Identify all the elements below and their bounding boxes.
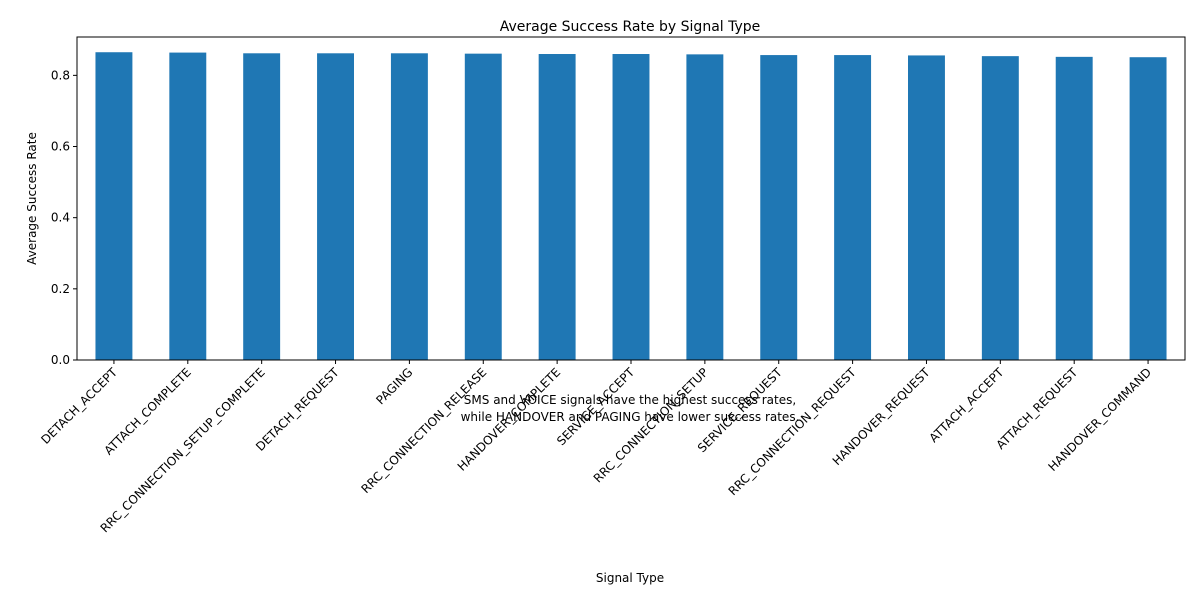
bar-service-accept: [612, 54, 650, 360]
x-tick-label: RRC_CONNECTION_SETUP_COMPLETE: [98, 365, 268, 535]
bar-attach-accept: [981, 56, 1019, 360]
bar-service-request: [760, 55, 798, 361]
y-tick-label: 0.6: [51, 140, 70, 154]
bar-paging: [390, 53, 428, 361]
x-tick-label: DETACH_ACCEPT: [38, 365, 120, 447]
bar-rrc-connection-setup-complete: [243, 53, 281, 361]
x-tick-label: PAGING: [373, 365, 415, 407]
y-axis-label: Average Success Rate: [25, 132, 39, 265]
y-tick-label: 0.4: [51, 211, 70, 225]
y-axis: 0.0 0.2 0.4 0.6 0.8: [51, 68, 77, 367]
y-tick-label: 0.8: [51, 68, 70, 82]
plot-frame: [76, 36, 1186, 361]
bar-handover-command: [1129, 57, 1167, 360]
x-axis-label: Signal Type: [596, 571, 664, 585]
y-tick-label: 0.0: [51, 353, 70, 367]
bar-handover-complete: [538, 54, 576, 360]
chart-title: Average Success Rate by Signal Type: [500, 19, 761, 35]
bars-group: [95, 52, 1167, 361]
bar-detach-request: [317, 53, 354, 361]
bar-attach-request: [1055, 56, 1093, 360]
x-axis: DETACH_ACCEPTATTACH_COMPLETERRC_CONNECTI…: [38, 360, 1154, 535]
annotation-line-2: while HANDOVER and PAGING have lower suc…: [461, 410, 800, 424]
x-tick-label: RRC_CONNECTION_REQUEST: [726, 365, 860, 499]
bar-attach-complete: [169, 52, 207, 361]
x-tick-label: ATTACH_REQUEST: [993, 365, 1080, 452]
bar-handover-request: [908, 55, 945, 360]
x-tick-label: DETACH_REQUEST: [253, 365, 342, 454]
x-tick-label: RRC_CONNECTION_RELEASE: [359, 365, 490, 496]
bar-rrc-connection-release: [464, 53, 502, 361]
x-tick-label: ATTACH_ACCEPT: [926, 365, 1006, 445]
annotation-line-1: SMS and VOICE signals have the highest s…: [464, 393, 796, 407]
bar-detach-accept: [95, 52, 133, 361]
bar-rrc-connection-setup: [686, 54, 724, 361]
y-tick-label: 0.2: [51, 282, 70, 296]
bar-rrc-connection-request: [834, 55, 872, 361]
